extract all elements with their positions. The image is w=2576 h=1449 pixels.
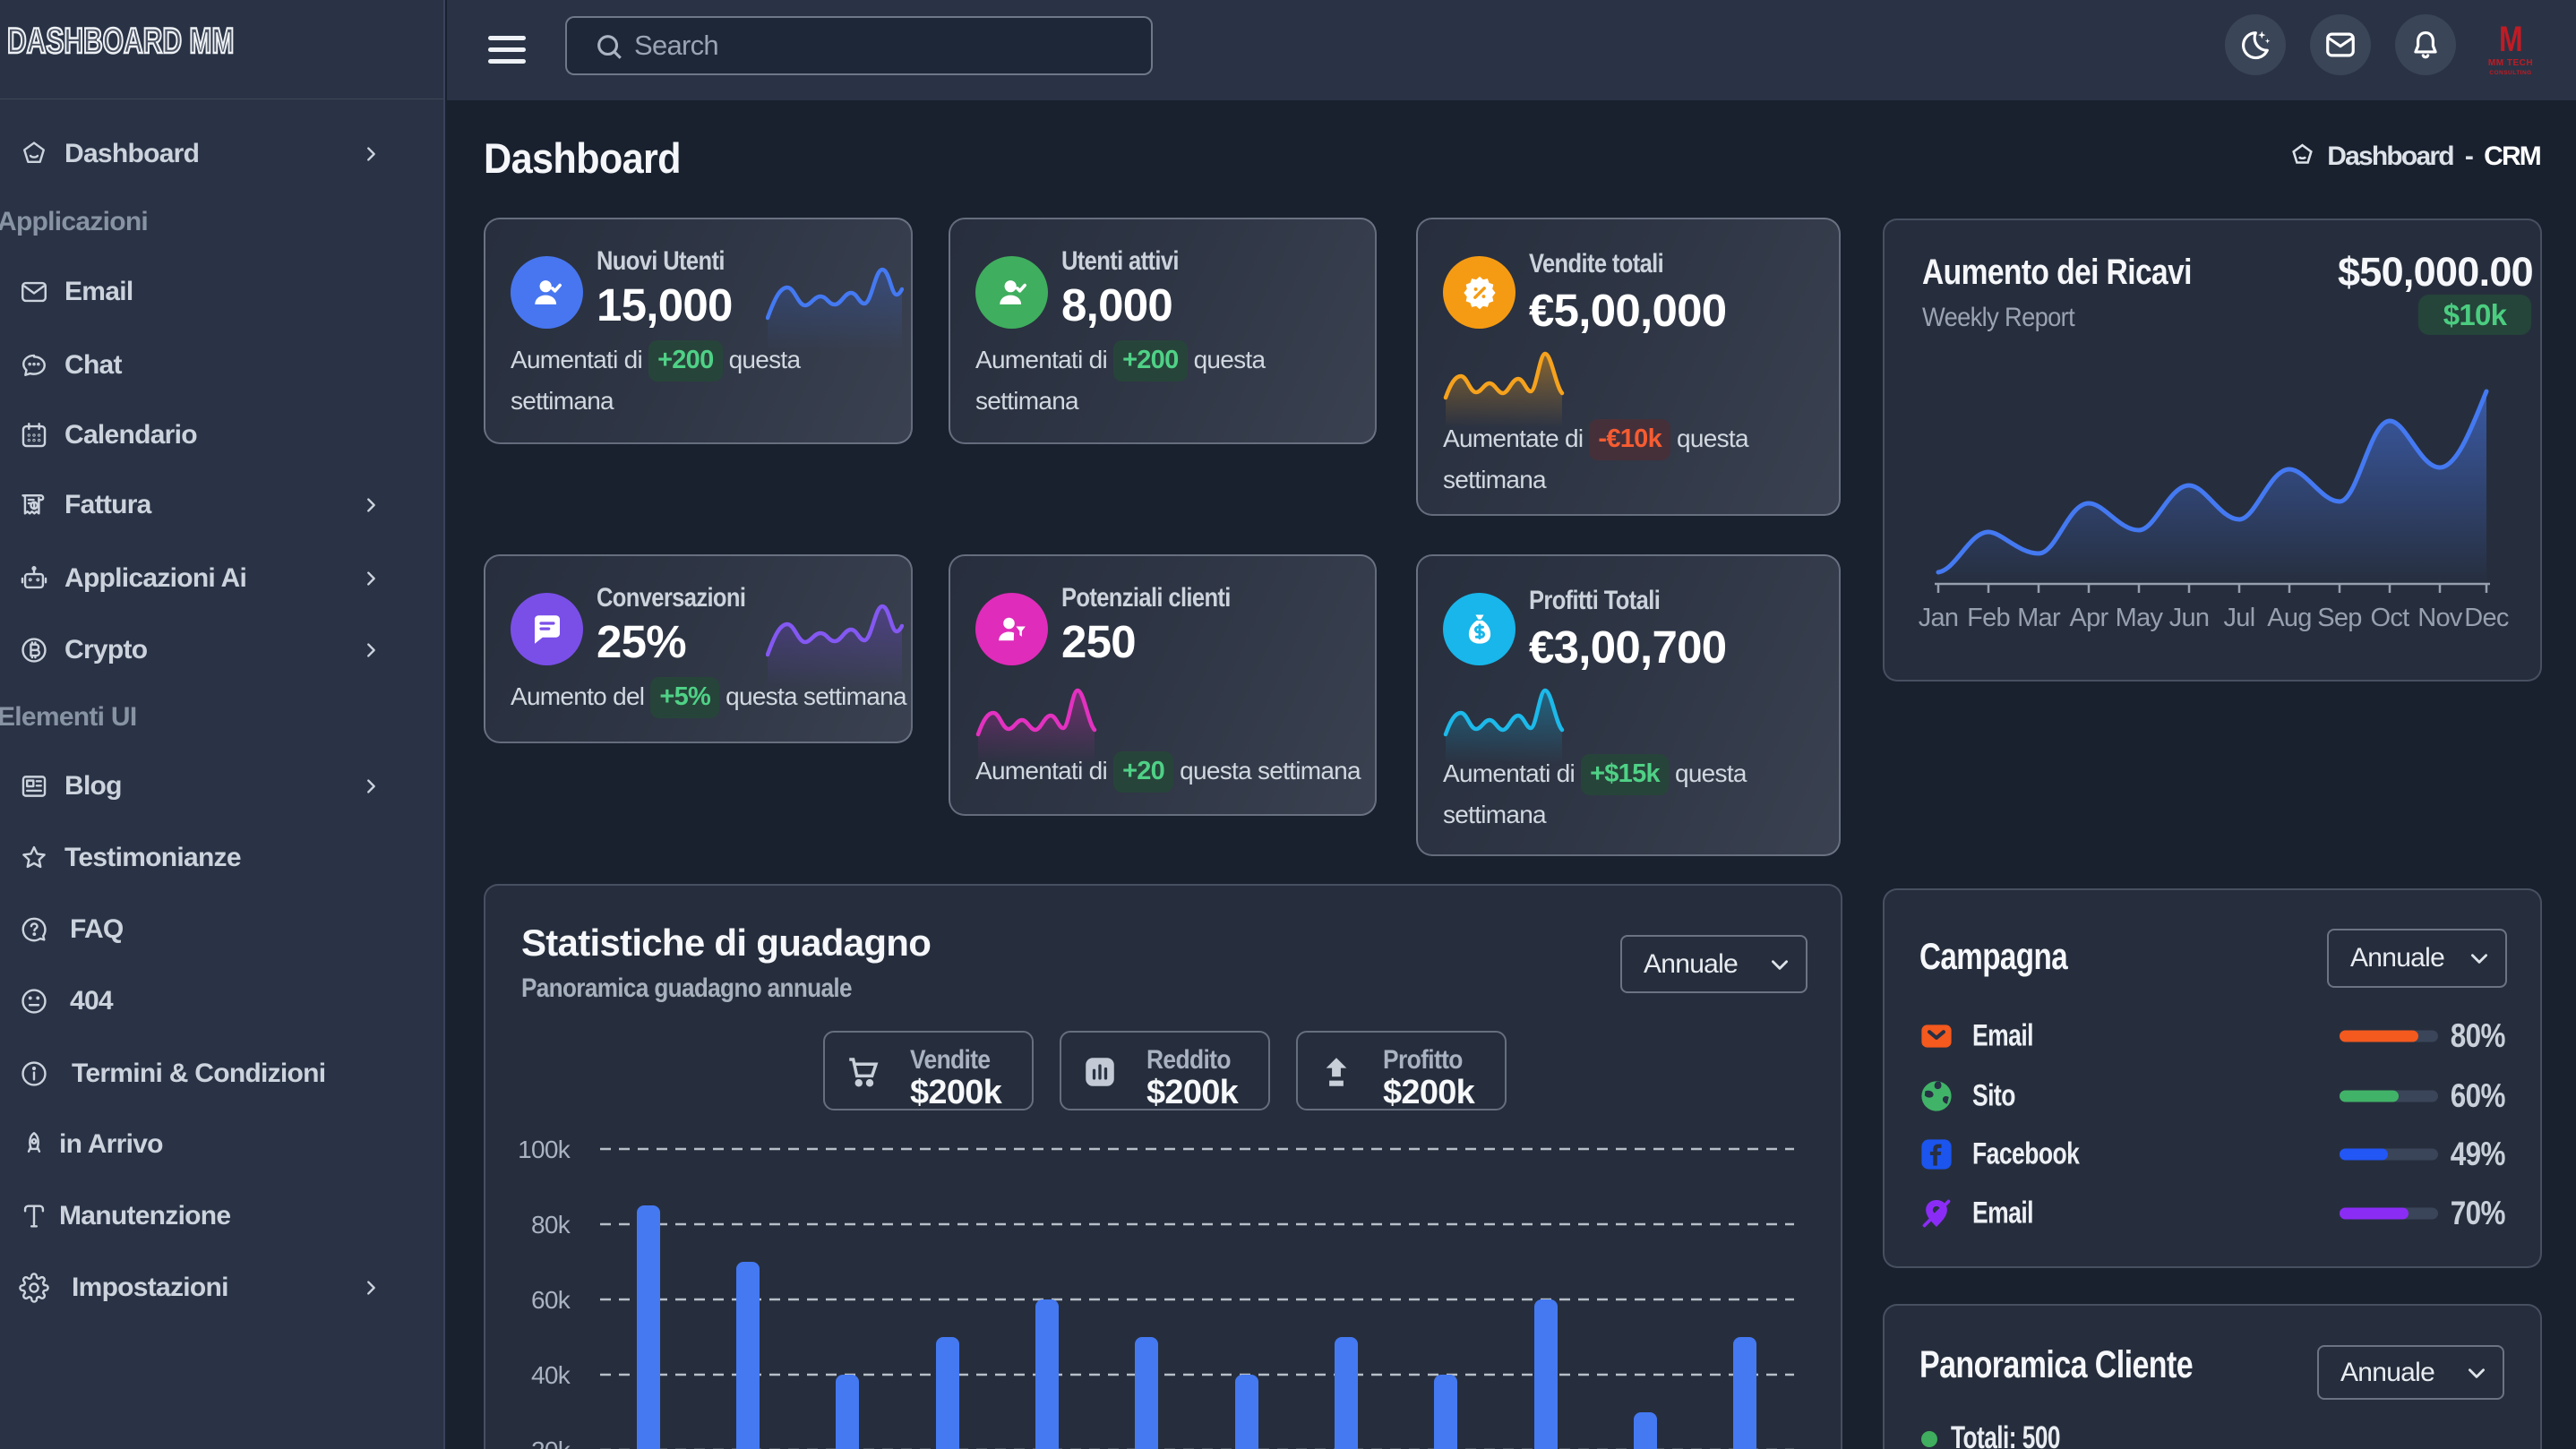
- svg-text:Sep: Sep: [2317, 604, 2361, 632]
- svg-text:60k: 60k: [531, 1286, 571, 1314]
- svg-text:20k: 20k: [531, 1436, 571, 1449]
- svg-text:May: May: [2116, 604, 2164, 632]
- svg-text:80k: 80k: [531, 1211, 571, 1239]
- svg-text:Jun: Jun: [2169, 604, 2210, 632]
- svg-text:Jul: Jul: [2224, 604, 2255, 632]
- svg-text:Aug: Aug: [2267, 604, 2311, 632]
- svg-text:Dec: Dec: [2464, 604, 2509, 632]
- svg-text:100k: 100k: [518, 1136, 571, 1163]
- svg-text:40k: 40k: [531, 1361, 571, 1389]
- svg-text:Jan: Jan: [1919, 604, 1959, 632]
- svg-text:Nov: Nov: [2417, 604, 2463, 632]
- svg-text:Apr: Apr: [2070, 604, 2109, 632]
- svg-text:Feb: Feb: [1967, 604, 2010, 632]
- svg-text:Oct: Oct: [2371, 604, 2410, 632]
- svg-text:Mar: Mar: [2017, 604, 2061, 632]
